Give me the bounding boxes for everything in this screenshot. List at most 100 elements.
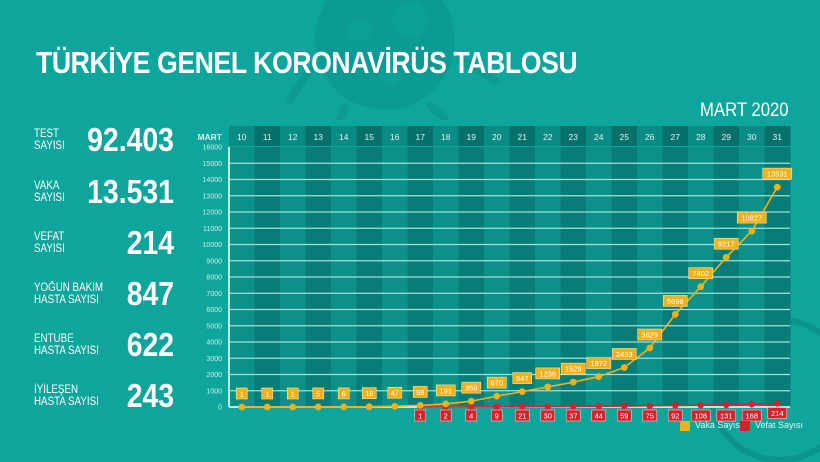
column-header bbox=[611, 126, 638, 146]
cases-point bbox=[671, 311, 679, 318]
y-tick-label: 10000 bbox=[203, 242, 223, 249]
cases-label-box bbox=[337, 387, 350, 400]
deaths-value-label: 131 bbox=[720, 412, 733, 421]
deaths-point bbox=[468, 403, 475, 411]
deaths-point bbox=[621, 402, 628, 410]
deaths-value-label: 168 bbox=[745, 412, 758, 421]
deaths-label-box bbox=[616, 409, 632, 422]
cases-label-box bbox=[637, 328, 663, 341]
cases-label-box bbox=[535, 367, 561, 380]
deaths-value-label: 214 bbox=[771, 409, 784, 418]
cases-value-label: 1 bbox=[240, 389, 244, 398]
deaths-value-label: 59 bbox=[620, 412, 628, 421]
deaths-value-label: 75 bbox=[646, 412, 654, 421]
cases-point bbox=[697, 283, 705, 291]
cases-point bbox=[442, 400, 450, 408]
column-header bbox=[356, 126, 383, 146]
y-tick-label: 3000 bbox=[206, 356, 222, 363]
column-header bbox=[331, 126, 357, 146]
cases-label-box bbox=[235, 387, 248, 400]
stat-value: 243 bbox=[126, 377, 174, 414]
cases-value-label: 359 bbox=[465, 384, 478, 393]
y-tick-label: 12000 bbox=[203, 210, 223, 217]
deaths-label-box bbox=[741, 409, 762, 422]
cases-point bbox=[391, 402, 399, 410]
cases-point bbox=[518, 388, 526, 396]
deaths-value-label: 21 bbox=[518, 412, 526, 421]
cases-value-label: 1872 bbox=[590, 359, 607, 368]
legend-swatch-cases bbox=[680, 420, 690, 431]
column-header bbox=[713, 126, 740, 146]
column-header bbox=[586, 126, 612, 146]
x-tick-label: 22 bbox=[543, 132, 553, 142]
stat-value: 13.531 bbox=[87, 173, 174, 210]
deaths-point bbox=[748, 401, 755, 408]
y-tick-label: 8000 bbox=[206, 275, 222, 282]
cases-point bbox=[646, 344, 654, 352]
cases-label-box bbox=[461, 381, 482, 394]
cases-label-box bbox=[261, 387, 274, 400]
stat-label: YOĞUN BAKIM HASTA SAYISI bbox=[34, 282, 103, 306]
deaths-value-label: 2 bbox=[444, 412, 448, 421]
column-header bbox=[382, 126, 408, 146]
deaths-value-label: 1 bbox=[418, 412, 422, 421]
y-tick-label: 7000 bbox=[206, 291, 222, 298]
deaths-label-box bbox=[514, 409, 530, 422]
cases-label-box bbox=[412, 386, 428, 398]
cases-line bbox=[241, 186, 778, 408]
deaths-value-label: 92 bbox=[671, 412, 679, 421]
cases-value-label: 5 bbox=[316, 389, 320, 398]
cases-point bbox=[722, 253, 730, 261]
page-title: TÜRKİYE GENEL KORONAVİRÜS TABLOSU bbox=[36, 45, 578, 80]
legend-swatch-deaths bbox=[740, 420, 750, 431]
chart-period: MART 2020 bbox=[700, 100, 789, 121]
x-tick-label: 19 bbox=[467, 132, 477, 142]
cases-point bbox=[748, 227, 756, 235]
deaths-label-box bbox=[439, 409, 452, 422]
cases-point bbox=[416, 402, 424, 409]
cases-value-label: 3629 bbox=[641, 331, 658, 340]
y-tick-label: 15000 bbox=[203, 161, 223, 168]
stat-value: 92.403 bbox=[87, 121, 174, 158]
cases-label-box bbox=[736, 211, 767, 224]
y-tick-label: 6000 bbox=[206, 307, 222, 314]
column-header bbox=[764, 126, 791, 146]
deaths-label-box bbox=[414, 409, 427, 422]
cases-label-box bbox=[688, 267, 714, 280]
column-header bbox=[484, 126, 510, 146]
deaths-value-label: 9 bbox=[495, 412, 499, 421]
stat-label: VEFAT SAYISI bbox=[34, 231, 65, 255]
cases-value-label: 6 bbox=[342, 389, 346, 398]
x-tick-label: 11 bbox=[263, 132, 272, 142]
y-tick-label: 5000 bbox=[206, 323, 222, 330]
cases-point bbox=[263, 403, 271, 411]
cases-point bbox=[544, 383, 552, 391]
cases-point bbox=[595, 373, 603, 380]
deaths-point bbox=[646, 402, 653, 409]
deaths-label-box bbox=[716, 409, 737, 422]
cases-value-label: 7402 bbox=[692, 269, 709, 278]
column-header bbox=[305, 126, 332, 146]
x-tick-label: 15 bbox=[365, 132, 375, 142]
deaths-label-box bbox=[565, 409, 581, 422]
cases-point bbox=[467, 397, 475, 405]
cases-value-label: 18 bbox=[365, 389, 373, 398]
x-tick-label: 13 bbox=[314, 132, 324, 142]
column-header bbox=[280, 126, 306, 146]
cases-value-label: 1529 bbox=[565, 365, 582, 374]
y-tick-label: 13000 bbox=[203, 193, 223, 200]
stat-icu: YOĞUN BAKIM HASTA SAYISI 847 bbox=[34, 277, 174, 317]
deaths-point bbox=[723, 401, 730, 409]
deaths-label-box bbox=[690, 409, 711, 422]
deaths-point bbox=[570, 403, 577, 410]
x-tick-label: 16 bbox=[390, 132, 400, 142]
x-tick-label: 25 bbox=[620, 132, 630, 142]
x-tick-label: 31 bbox=[773, 132, 783, 142]
cases-point bbox=[314, 403, 322, 411]
x-tick-label: 30 bbox=[747, 132, 757, 142]
deaths-value-label: 4 bbox=[469, 412, 473, 421]
x-tick-label: 27 bbox=[671, 132, 681, 142]
stat-label: İYİLEŞEN HASTA SAYISI bbox=[34, 384, 99, 408]
cases-label-box bbox=[286, 387, 299, 400]
